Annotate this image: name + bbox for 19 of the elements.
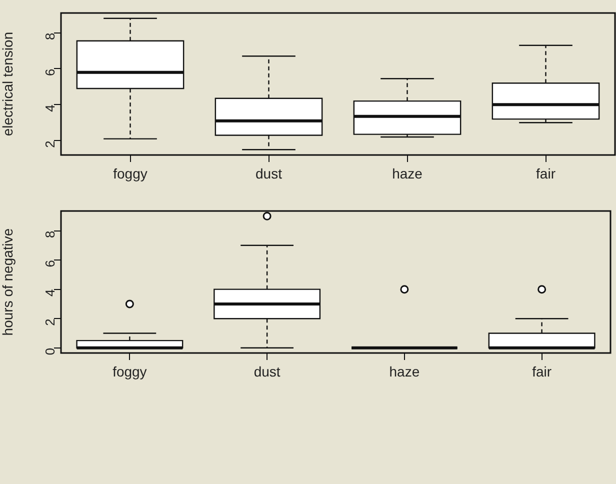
x-tick-label: fair — [532, 363, 552, 380]
y-axis-title: electrical tension — [0, 32, 16, 136]
y-tick-label: 8 — [42, 32, 58, 40]
x-tick-label: haze — [392, 165, 423, 182]
y-tick-label: 6 — [42, 260, 58, 268]
x-tick-label: foggy — [113, 165, 148, 182]
x-tick-label: foggy — [112, 363, 147, 380]
y-tick-label: 6 — [42, 68, 58, 76]
x-tick-label: haze — [389, 363, 420, 380]
y-tick-label: 4 — [42, 289, 58, 297]
y-tick-label: 4 — [42, 104, 58, 112]
x-tick-label: dust — [256, 165, 282, 182]
x-tick-label: dust — [254, 363, 280, 380]
x-tick-label: fair — [536, 165, 556, 182]
y-tick-label: 2 — [42, 318, 58, 326]
y-tick-label: 2 — [42, 140, 58, 148]
y-tick-label: 8 — [42, 230, 58, 238]
y-tick-label: 0 — [42, 348, 58, 356]
y-axis-title: hours of negative — [0, 228, 16, 336]
